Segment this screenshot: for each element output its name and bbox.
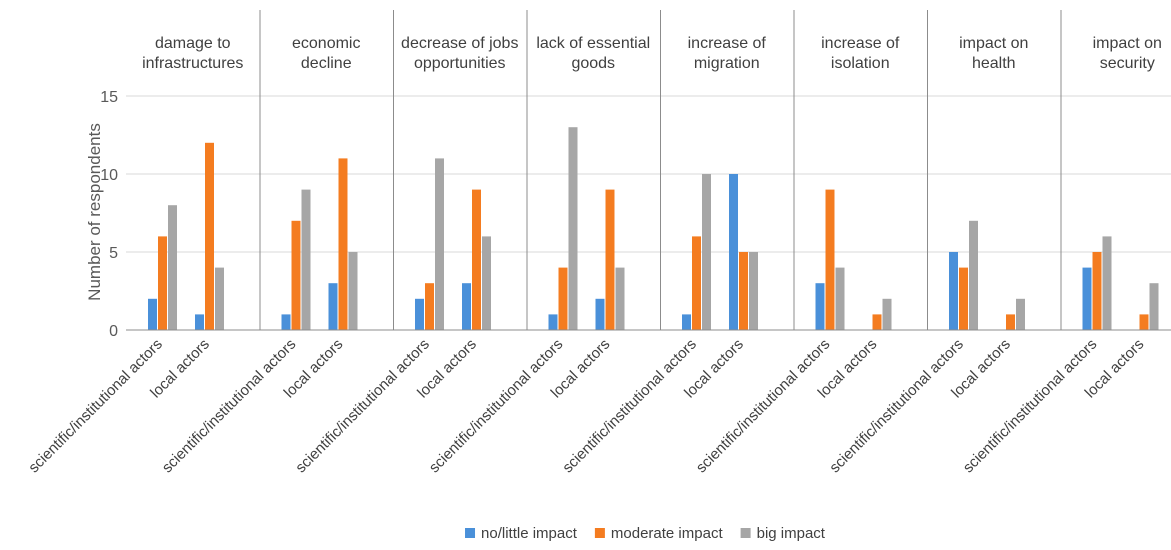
bar-0 (462, 283, 471, 330)
bar-0 (815, 283, 825, 330)
bar-2 (301, 189, 311, 330)
bar-2 (568, 127, 578, 330)
bar-2 (749, 252, 758, 330)
legend-swatch (740, 528, 751, 538)
category-label: impact on security (1093, 35, 1162, 72)
legend-label: moderate impact (611, 525, 724, 542)
category-label-line: infrastructures (142, 55, 243, 72)
labels: 0 5 10 15 damage to infrastructures scientific… (25, 35, 1162, 476)
y-tick-label: 10 (100, 167, 118, 184)
category-label-line: security (1100, 55, 1155, 72)
bar-2 (435, 158, 444, 330)
bar-1 (692, 236, 701, 330)
bars (148, 127, 1159, 330)
category-label-line: increase of (688, 35, 767, 52)
category-label-line: isolation (831, 55, 890, 72)
bar-0 (328, 283, 338, 330)
category-label-line: increase of (821, 35, 900, 52)
category-label-line: health (972, 55, 1016, 72)
bar-1 (1092, 252, 1102, 330)
bar-1 (872, 314, 882, 330)
bar-2 (482, 236, 491, 330)
bar-2 (215, 267, 224, 330)
y-axis-label: Number of respondents (85, 123, 104, 301)
bar-0 (148, 298, 157, 330)
bar-1 (338, 158, 348, 330)
bar-2 (969, 220, 978, 330)
category-label-line: lack of essential (536, 35, 650, 52)
category-label: impact on health (959, 35, 1028, 72)
bar-0 (195, 314, 204, 330)
bar-1 (158, 236, 167, 330)
category-label: increase of isolation (821, 35, 900, 72)
category-label: lack of essential goods (536, 35, 650, 72)
bar-2 (702, 174, 711, 330)
bar-2 (348, 252, 358, 330)
legend-swatch (465, 528, 476, 538)
category-label-line: impact on (959, 35, 1028, 52)
category-label: damage to infrastructures (142, 35, 243, 72)
bar-1 (1139, 314, 1149, 330)
group-separators (259, 10, 1062, 330)
bar-1 (605, 189, 615, 330)
bar-1 (291, 220, 301, 330)
x-tick-label: scientific/institutional actors (25, 336, 166, 477)
bar-1 (825, 189, 835, 330)
bar-2 (1016, 298, 1025, 330)
legend-label: big impact (757, 525, 826, 542)
bar-0 (415, 298, 424, 330)
bar-1 (1006, 314, 1015, 330)
legend-swatch (594, 528, 605, 538)
bar-1 (739, 252, 748, 330)
bar-2 (1149, 283, 1159, 330)
legend: no/little impact moderate impact big impac… (465, 525, 826, 542)
category-label-line: opportunities (414, 55, 506, 72)
bar-0 (682, 314, 691, 330)
category-label: increase of migration (688, 35, 767, 72)
category-label-line: decrease of jobs (401, 35, 518, 52)
bar-2 (835, 267, 845, 330)
bar-1 (472, 189, 481, 330)
bar-2 (168, 205, 177, 330)
bar-1 (425, 283, 434, 330)
bar-0 (949, 252, 958, 330)
y-tick-label: 5 (109, 245, 118, 262)
category-label-line: damage to (155, 35, 231, 52)
bar-0 (729, 174, 738, 330)
category-label-line: impact on (1093, 35, 1162, 52)
bar-1 (205, 142, 214, 330)
category-label-line: economic (292, 35, 360, 52)
category-label-line: decline (301, 55, 352, 72)
category-label: economic decline (292, 35, 360, 72)
category-label-line: goods (571, 55, 615, 72)
bar-0 (1082, 267, 1092, 330)
y-tick-label: 0 (109, 323, 118, 340)
gridlines (126, 95, 1171, 253)
bar-0 (595, 298, 605, 330)
y-tick-label: 15 (100, 89, 118, 106)
bar-2 (1102, 236, 1112, 330)
category-label: decrease of jobs opportunities (401, 35, 518, 72)
category-label-line: migration (694, 55, 760, 72)
bar-2 (615, 267, 625, 330)
legend-label: no/little impact (481, 525, 578, 542)
bar-0 (548, 314, 558, 330)
bar-0 (281, 314, 291, 330)
bar-2 (882, 298, 892, 330)
bar-1 (959, 267, 968, 330)
bar-1 (558, 267, 568, 330)
